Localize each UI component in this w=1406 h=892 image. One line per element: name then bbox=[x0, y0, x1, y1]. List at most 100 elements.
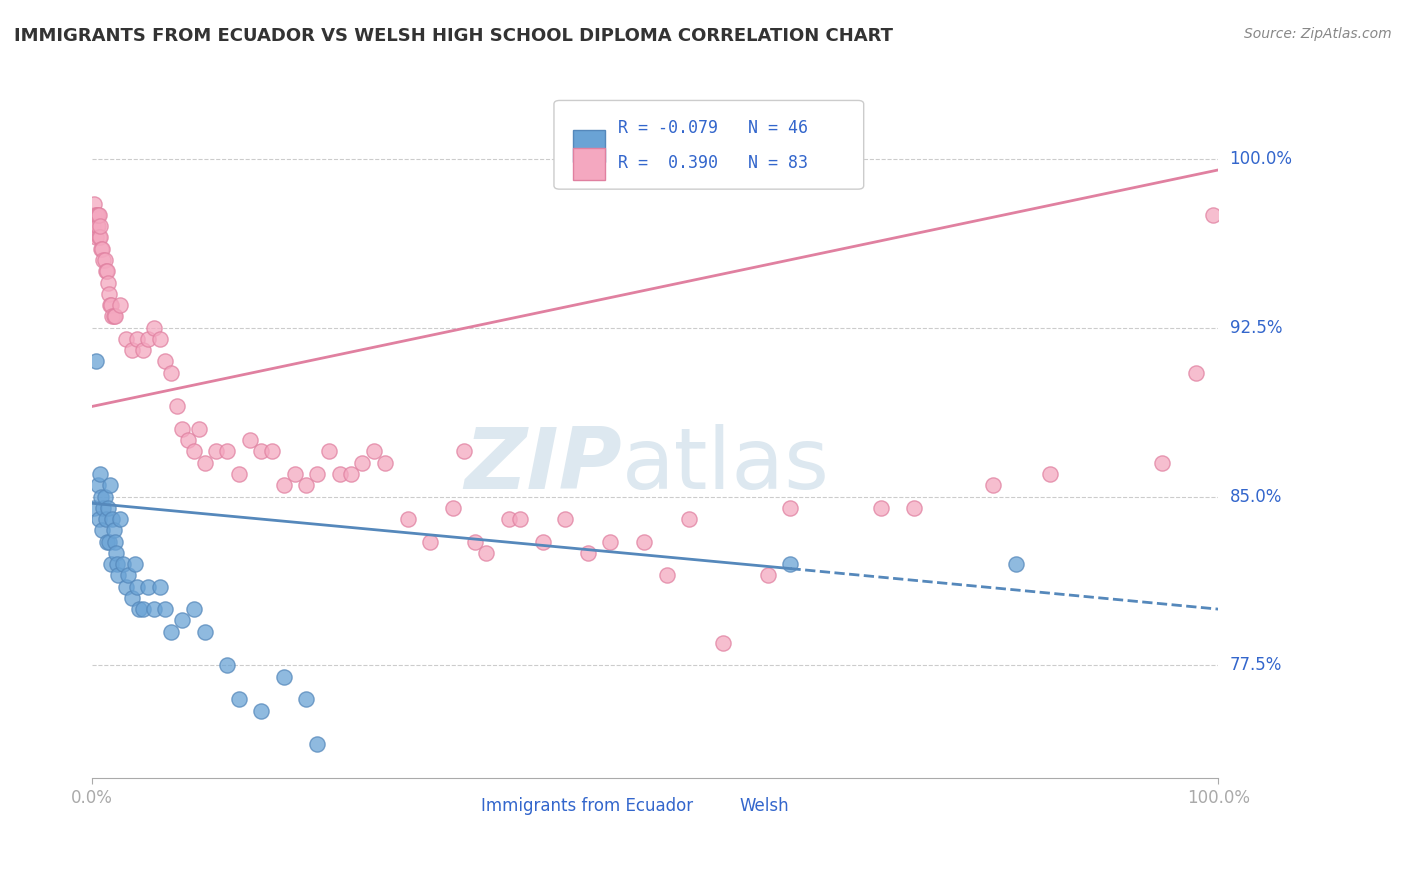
Text: R = -0.079   N = 46: R = -0.079 N = 46 bbox=[619, 120, 808, 137]
Point bbox=[166, 400, 188, 414]
Point bbox=[177, 433, 200, 447]
Point bbox=[98, 286, 121, 301]
Point bbox=[111, 557, 134, 571]
Point bbox=[239, 433, 262, 447]
Point bbox=[100, 298, 122, 312]
Point bbox=[903, 500, 925, 515]
Point bbox=[90, 242, 112, 256]
Point bbox=[374, 456, 396, 470]
Text: atlas: atlas bbox=[621, 425, 830, 508]
Point bbox=[318, 444, 340, 458]
Point bbox=[149, 580, 172, 594]
Point bbox=[655, 568, 678, 582]
Point bbox=[97, 276, 120, 290]
Point bbox=[82, 219, 104, 234]
Point bbox=[453, 444, 475, 458]
Point bbox=[143, 602, 166, 616]
Point bbox=[779, 500, 801, 515]
Point bbox=[509, 512, 531, 526]
Point bbox=[89, 230, 111, 244]
Point bbox=[160, 366, 183, 380]
Point bbox=[86, 208, 108, 222]
Point bbox=[143, 320, 166, 334]
Point bbox=[83, 196, 105, 211]
Text: 77.5%: 77.5% bbox=[1230, 657, 1282, 674]
Text: R =  0.390   N = 83: R = 0.390 N = 83 bbox=[619, 153, 808, 172]
Text: ZIP: ZIP bbox=[464, 425, 621, 508]
Point bbox=[363, 444, 385, 458]
Point bbox=[188, 422, 211, 436]
Point bbox=[87, 512, 110, 526]
Point bbox=[101, 512, 124, 526]
Text: 85.0%: 85.0% bbox=[1230, 488, 1282, 506]
Point bbox=[83, 208, 105, 222]
Point bbox=[1202, 208, 1225, 222]
Point bbox=[90, 490, 112, 504]
Point bbox=[89, 467, 111, 481]
Point bbox=[340, 467, 363, 481]
Point bbox=[93, 500, 115, 515]
FancyBboxPatch shape bbox=[574, 148, 605, 180]
Point bbox=[981, 478, 1004, 492]
Point bbox=[633, 534, 655, 549]
Point bbox=[307, 737, 329, 751]
Point bbox=[172, 422, 194, 436]
Point bbox=[98, 534, 121, 549]
Point bbox=[110, 298, 132, 312]
Point bbox=[273, 670, 295, 684]
Point bbox=[155, 602, 177, 616]
Point bbox=[91, 242, 114, 256]
Point bbox=[105, 557, 128, 571]
Point bbox=[86, 219, 108, 234]
FancyBboxPatch shape bbox=[447, 796, 472, 824]
Point bbox=[149, 332, 172, 346]
Point bbox=[228, 467, 250, 481]
Point bbox=[295, 478, 318, 492]
Point bbox=[396, 512, 419, 526]
Point bbox=[138, 580, 160, 594]
Point bbox=[273, 478, 295, 492]
Point bbox=[103, 524, 125, 538]
Point bbox=[554, 512, 576, 526]
Point bbox=[779, 557, 801, 571]
Point bbox=[183, 444, 205, 458]
Point bbox=[498, 512, 520, 526]
Point bbox=[576, 546, 599, 560]
FancyBboxPatch shape bbox=[706, 796, 731, 824]
Point bbox=[93, 252, 115, 267]
Text: Source: ZipAtlas.com: Source: ZipAtlas.com bbox=[1244, 27, 1392, 41]
Point bbox=[115, 332, 138, 346]
Point bbox=[228, 692, 250, 706]
Point bbox=[104, 534, 127, 549]
Point bbox=[155, 354, 177, 368]
Point bbox=[103, 310, 125, 324]
Point bbox=[98, 478, 121, 492]
Point bbox=[284, 467, 307, 481]
Point bbox=[711, 636, 734, 650]
Point bbox=[101, 310, 124, 324]
Point bbox=[475, 546, 498, 560]
Point bbox=[96, 534, 118, 549]
Point bbox=[678, 512, 700, 526]
Point bbox=[307, 467, 329, 481]
Point bbox=[98, 298, 121, 312]
Point bbox=[464, 534, 486, 549]
Point bbox=[97, 500, 120, 515]
Text: 100.0%: 100.0% bbox=[1230, 150, 1292, 168]
Point bbox=[127, 332, 149, 346]
Point bbox=[599, 534, 621, 549]
Point bbox=[121, 591, 143, 605]
Point bbox=[94, 264, 117, 278]
Point bbox=[217, 444, 239, 458]
Point bbox=[262, 444, 284, 458]
Point bbox=[352, 456, 374, 470]
Point bbox=[100, 557, 122, 571]
Point bbox=[531, 534, 554, 549]
Point bbox=[160, 624, 183, 639]
Point bbox=[83, 500, 105, 515]
Point bbox=[194, 624, 217, 639]
Point bbox=[128, 602, 150, 616]
Point bbox=[1038, 467, 1060, 481]
Point bbox=[93, 252, 115, 267]
Point bbox=[121, 343, 143, 357]
